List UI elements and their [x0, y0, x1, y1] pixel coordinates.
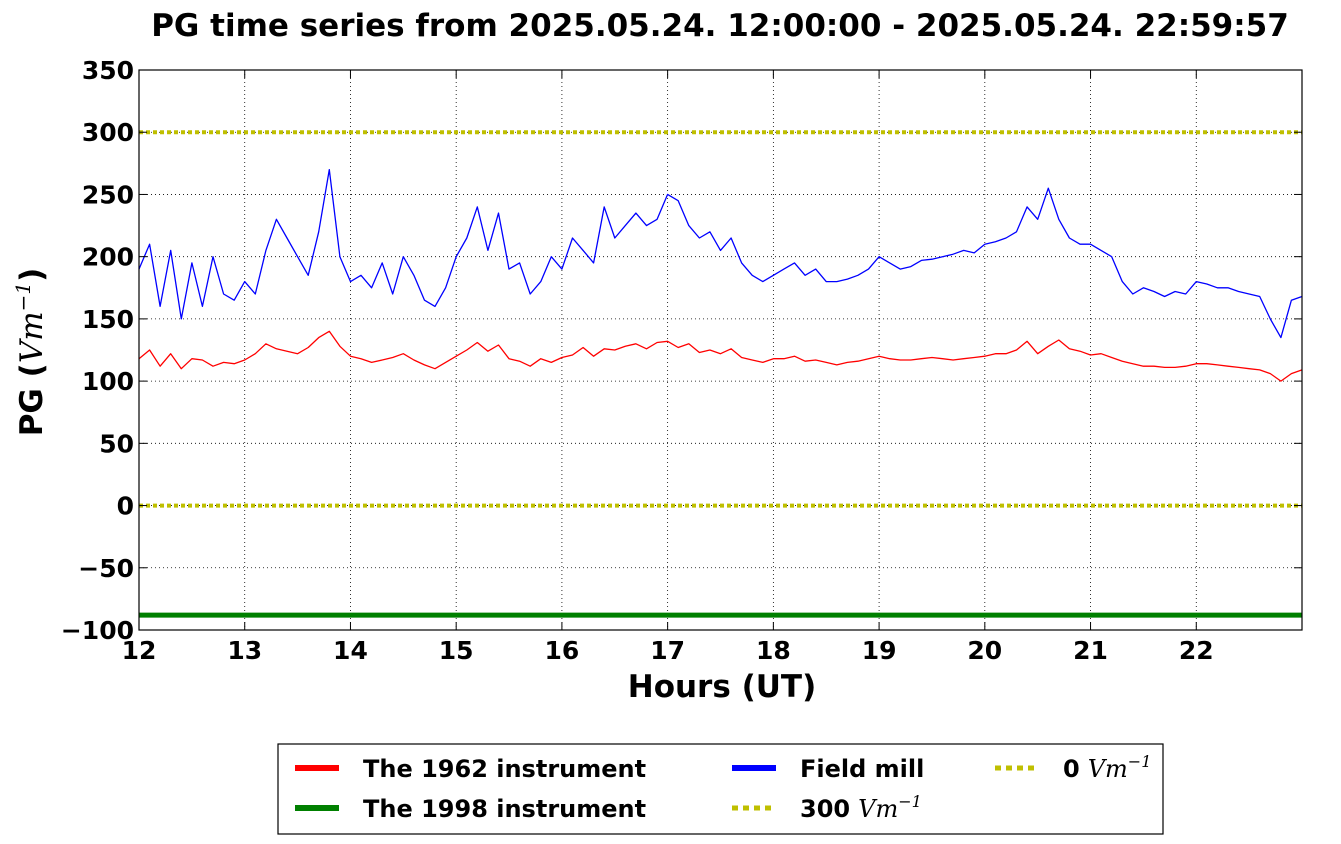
- legend-label: The 1998 instrument: [363, 795, 646, 823]
- y-tick-label: 150: [82, 305, 134, 334]
- x-tick-label: 13: [227, 636, 262, 665]
- y-axis-label-text: PG (: [14, 363, 50, 436]
- y-tick-label: 0: [117, 492, 134, 521]
- legend-label: 300 Vm−1: [800, 792, 922, 823]
- x-tick-label: 12: [122, 636, 157, 665]
- x-tick-label: 19: [862, 636, 897, 665]
- x-tick-label: 17: [650, 636, 685, 665]
- x-tick-label: 20: [967, 636, 1002, 665]
- x-axis-label: Hours (UT): [628, 669, 817, 705]
- x-tick-label: 22: [1179, 636, 1214, 665]
- series-layer: [138, 130, 1303, 618]
- legend-label: Field mill: [800, 755, 924, 783]
- legend-item: 300 Vm−1: [732, 792, 922, 823]
- x-tick-label: 14: [333, 636, 368, 665]
- y-tick-label: 350: [82, 56, 134, 85]
- y-tick-label: 200: [82, 243, 134, 272]
- plot-frame: [138, 69, 1303, 631]
- x-tick-label: 15: [439, 636, 474, 665]
- y-axis-label-unit: Vm: [14, 311, 50, 363]
- legend-item: Field mill: [732, 755, 924, 783]
- legend-item: 0 Vm−1: [995, 752, 1151, 783]
- y-tick-label: 100: [82, 367, 134, 396]
- legend-item: The 1998 instrument: [295, 795, 646, 823]
- legend-label: 0 Vm−1: [1063, 752, 1151, 783]
- legend-item: The 1962 instrument: [295, 755, 646, 783]
- series-line-2: [138, 168, 1303, 339]
- x-axis: 12 13 14 15 16 17 18 19 20 21 22: [122, 70, 1214, 665]
- y-tick-label: 300: [82, 118, 134, 147]
- x-tick-label: 21: [1073, 636, 1108, 665]
- y-axis-label: PG (Vm−1): [11, 268, 50, 437]
- x-tick-label: 18: [756, 636, 791, 665]
- y-axis-label-exponent: −1: [11, 282, 35, 311]
- series-line-0: [138, 330, 1303, 382]
- y-tick-label: −100: [61, 616, 134, 645]
- y-tick-label: 250: [82, 180, 134, 209]
- chart-title: PG time series from 2025.05.24. 12:00:00…: [151, 8, 1289, 44]
- legend-box: [277, 743, 1164, 835]
- x-tick-label: 16: [545, 636, 580, 665]
- y-tick-label: 50: [99, 429, 134, 458]
- y-axis: −100 −50 0 50 100 150 200 250 300 350: [61, 56, 1302, 645]
- y-tick-label: −50: [78, 554, 134, 583]
- legend-label: The 1962 instrument: [363, 755, 646, 783]
- y-axis-label-close: ): [14, 268, 50, 282]
- grid-lines: [139, 70, 1302, 630]
- legend: The 1962 instrument The 1998 instrument Fi…: [277, 743, 1164, 835]
